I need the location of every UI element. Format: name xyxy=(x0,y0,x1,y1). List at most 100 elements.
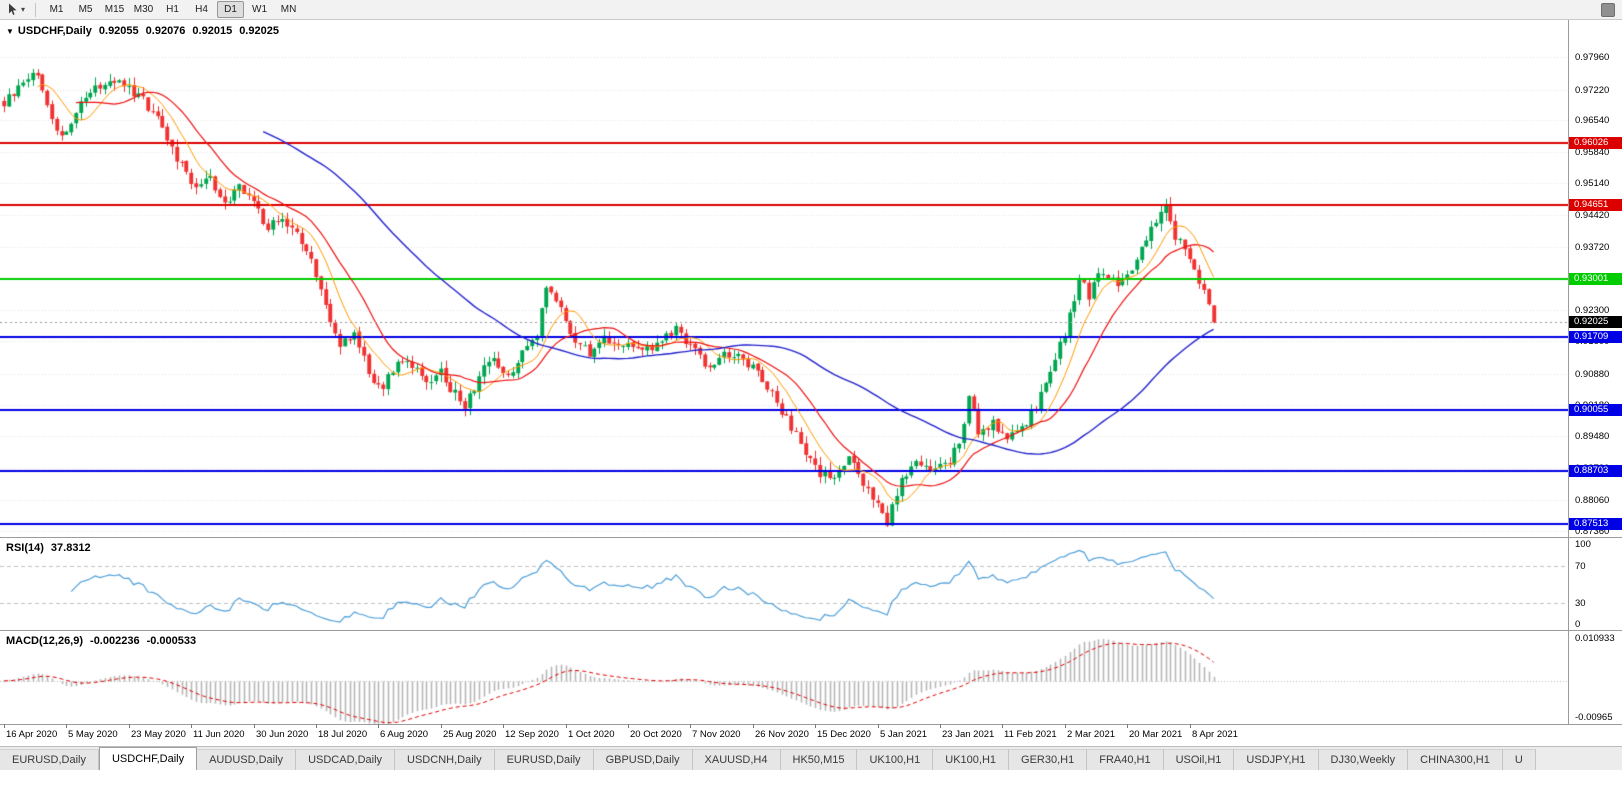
chart-tab-u[interactable]: U xyxy=(1502,749,1536,770)
macd-indicator-canvas[interactable] xyxy=(0,632,1568,724)
price-chart-canvas[interactable] xyxy=(0,20,1568,537)
level-price-badge: 0.96026 xyxy=(1569,137,1622,149)
chart-tab-xauusd-h4[interactable]: XAUUSD,H4 xyxy=(692,749,781,770)
time-axis-label: 5 Jan 2021 xyxy=(880,729,928,740)
quote-low: 0.92015 xyxy=(192,25,233,37)
chart-tab-usoil-h1[interactable]: USOil,H1 xyxy=(1163,749,1235,770)
time-axis-label: 11 Jun 2020 xyxy=(193,729,245,740)
timeframe-button-m15[interactable]: M15 xyxy=(104,4,125,15)
chart-tab-ger30-h1[interactable]: GER30,H1 xyxy=(1009,749,1088,770)
time-axis-label: 6 Aug 2020 xyxy=(380,729,429,740)
macd-axis-min-label: -0.00965 xyxy=(1575,712,1613,723)
rsi-indicator-name: RSI(14) xyxy=(6,542,44,554)
time-axis-label: 26 Nov 2020 xyxy=(755,729,809,740)
level-price-badge: 0.94651 xyxy=(1569,199,1622,211)
price-axis-label: 0.93000 xyxy=(1575,274,1610,285)
timeframe-button-m5[interactable]: M5 xyxy=(78,4,93,15)
price-axis-label: 0.89480 xyxy=(1575,431,1610,442)
chart-tab-usdcad-daily[interactable]: USDCAD,Daily xyxy=(296,749,396,770)
level-price-badge: 0.91709 xyxy=(1569,331,1622,343)
time-axis-label: 5 May 2020 xyxy=(68,729,118,740)
timeframe-button-m1[interactable]: M1 xyxy=(49,4,64,15)
chevron-down-icon: ▾ xyxy=(21,5,26,14)
time-axis-label: 11 Feb 2021 xyxy=(1004,729,1057,740)
macd-value: -0.002236 xyxy=(90,635,140,647)
toolbar-more-button[interactable] xyxy=(1601,3,1615,17)
level-price-badge: 0.90055 xyxy=(1569,404,1622,416)
price-axis-label: 0.90880 xyxy=(1575,369,1610,380)
rsi-axis-label: 30 xyxy=(1575,598,1586,609)
symbol-menu-icon[interactable]: ▼ xyxy=(6,26,14,36)
macd-title: MACD(12,26,9) -0.002236 -0.000533 xyxy=(6,635,196,647)
price-axis-label: 0.92300 xyxy=(1575,305,1610,316)
price-axis-label: 0.97960 xyxy=(1575,52,1610,63)
chart-tabs-bar: EURUSD,Daily USDCHF,Daily AUDUSD,Daily USDC… xyxy=(0,746,1622,770)
chart-tab-audusd-daily[interactable]: AUDUSD,Daily xyxy=(197,749,297,770)
timeframe-button-mn[interactable]: MN xyxy=(280,4,297,15)
chart-symbol-label: USDCHF,Daily xyxy=(17,25,92,37)
chart-tab-eurusd-daily[interactable]: EURUSD,Daily xyxy=(494,749,594,770)
price-axis-label: 0.95140 xyxy=(1575,178,1610,189)
quote-close: 0.92025 xyxy=(239,25,279,37)
toolbar-separator xyxy=(35,2,37,17)
chart-tab-usdcnh-daily[interactable]: USDCNH,Daily xyxy=(395,749,495,770)
chart-tab-fra40-h1[interactable]: FRA40,H1 xyxy=(1087,749,1164,770)
rsi-value: 37.8312 xyxy=(50,542,91,554)
time-axis-label: 12 Sep 2020 xyxy=(505,729,559,740)
rsi-axis-label: 70 xyxy=(1575,561,1586,572)
level-price-badge: 0.88703 xyxy=(1569,465,1622,477)
timeframe-button-h1[interactable]: H1 xyxy=(166,4,179,15)
time-axis-label: 8 Apr 2021 xyxy=(1192,729,1238,740)
price-axis-label: 0.96540 xyxy=(1575,115,1610,126)
current-price-badge: 0.92025 xyxy=(1569,316,1622,328)
rsi-axis-label: 0 xyxy=(1575,619,1581,630)
timeframe-button-w1[interactable]: W1 xyxy=(252,4,268,15)
time-axis-label: 23 Jan 2021 xyxy=(942,729,995,740)
chart-tab-gbpusd-daily[interactable]: GBPUSD,Daily xyxy=(593,749,693,770)
chart-tab-eurusd-daily[interactable]: EURUSD,Daily xyxy=(0,749,99,770)
timeframe-button-group: M1 M5 M15 M30 H1 H4 D1 W1 MN xyxy=(42,0,303,20)
time-axis-label: 2 Mar 2021 xyxy=(1067,729,1116,740)
price-axis-label: 0.87360 xyxy=(1575,526,1610,537)
panel-separator xyxy=(0,537,1622,538)
rsi-indicator-canvas[interactable] xyxy=(0,539,1568,630)
chart-title: ▼ USDCHF,Daily 0.92055 0.92076 0.92015 0… xyxy=(6,25,279,37)
chart-tab-usdjpy-h1[interactable]: USDJPY,H1 xyxy=(1234,749,1319,770)
chart-tab-uk100-h1[interactable]: UK100,H1 xyxy=(933,749,1010,770)
price-axis-label: 0.88060 xyxy=(1575,495,1610,506)
time-axis-label: 30 Jun 2020 xyxy=(256,729,309,740)
quote-high: 0.92076 xyxy=(145,25,186,37)
quote-open: 0.92055 xyxy=(98,25,139,37)
chart-tab-china300-h1[interactable]: CHINA300,H1 xyxy=(1408,749,1503,770)
timeframe-button-d1[interactable]: D1 xyxy=(217,1,245,18)
time-axis-label: 16 Apr 2020 xyxy=(6,729,58,740)
level-price-badge: 0.93001 xyxy=(1569,273,1622,285)
timeframe-button-m30[interactable]: M30 xyxy=(133,4,154,15)
price-axis-label: 0.95840 xyxy=(1575,147,1610,158)
price-axis-line xyxy=(1568,20,1569,724)
level-price-badge: 0.87513 xyxy=(1569,518,1622,530)
time-axis-label: 20 Oct 2020 xyxy=(630,729,682,740)
macd-axis-max-label: 0.010933 xyxy=(1575,633,1615,644)
price-axis-label: 0.91600 xyxy=(1575,336,1610,347)
time-axis-label: 18 Jul 2020 xyxy=(318,729,368,740)
rsi-axis-label: 100 xyxy=(1575,539,1591,550)
time-axis-label: 15 Dec 2020 xyxy=(817,729,871,740)
chart-tab-hk50-m15[interactable]: HK50,M15 xyxy=(780,749,858,770)
price-axis-label: 0.94420 xyxy=(1575,210,1610,221)
chart-tab-dj30-weekly[interactable]: DJ30,Weekly xyxy=(1318,749,1409,770)
rsi-title: RSI(14) 37.8312 xyxy=(6,542,91,554)
chart-tab-usdchf-daily[interactable]: USDCHF,Daily xyxy=(98,747,198,770)
macd-signal-value: -0.000533 xyxy=(146,635,197,647)
chart-tab-uk100-h1[interactable]: UK100,H1 xyxy=(857,749,934,770)
time-axis-label: 23 May 2020 xyxy=(131,729,186,740)
time-axis-label: 1 Oct 2020 xyxy=(568,729,615,740)
price-axis-label: 0.97220 xyxy=(1575,85,1610,96)
macd-indicator-name: MACD(12,26,9) xyxy=(6,635,84,647)
cursor-tool-button[interactable]: ▾ xyxy=(3,1,29,19)
toolbar: ▾ M1 M5 M15 M30 H1 H4 D1 W1 MN xyxy=(0,0,1622,20)
price-axis-label: 0.88780 xyxy=(1575,463,1610,474)
price-axis-label: 0.90180 xyxy=(1575,400,1610,411)
timeframe-button-h4[interactable]: H4 xyxy=(195,4,208,15)
